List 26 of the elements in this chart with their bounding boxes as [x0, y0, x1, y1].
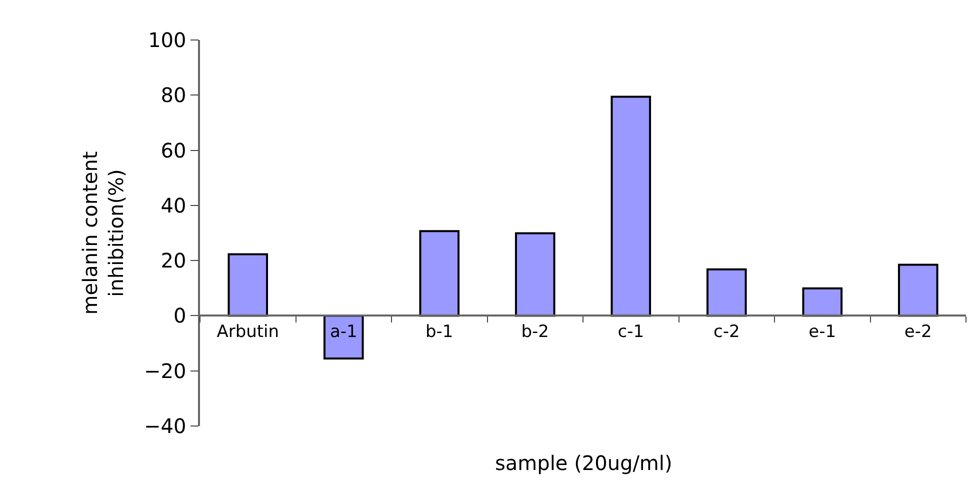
y-tick-label: 100 — [148, 28, 186, 52]
y-tick-label: 80 — [160, 83, 186, 108]
x-tick-label: b-1 — [426, 322, 454, 342]
y-tick-label: 20 — [160, 248, 186, 273]
bar — [228, 253, 268, 317]
x-axis-title: sample (20ug/ml) — [495, 451, 672, 475]
bar — [610, 96, 652, 317]
bar — [514, 232, 556, 317]
y-tick-label: −40 — [144, 414, 186, 438]
bar — [802, 287, 843, 317]
x-tick-label: c-1 — [618, 322, 644, 342]
x-tick-label: e-2 — [904, 322, 932, 342]
x-tick-label: a-1 — [330, 322, 358, 342]
y-axis-title: melanin content inhibition(%) — [78, 151, 128, 315]
x-tick-label: b-2 — [521, 322, 550, 342]
bar — [706, 268, 747, 317]
y-tick-label: 0 — [174, 304, 186, 328]
x-tick-label: Arbutin — [216, 322, 280, 342]
y-tick-label: −20 — [144, 358, 186, 383]
y-tick-label: 60 — [160, 138, 186, 162]
y-tick-label: 40 — [160, 193, 186, 218]
bar — [898, 264, 938, 317]
x-tick-label: c-2 — [713, 322, 740, 342]
bar — [323, 314, 364, 360]
bar — [419, 230, 460, 317]
x-tick-label: e-1 — [808, 322, 836, 342]
